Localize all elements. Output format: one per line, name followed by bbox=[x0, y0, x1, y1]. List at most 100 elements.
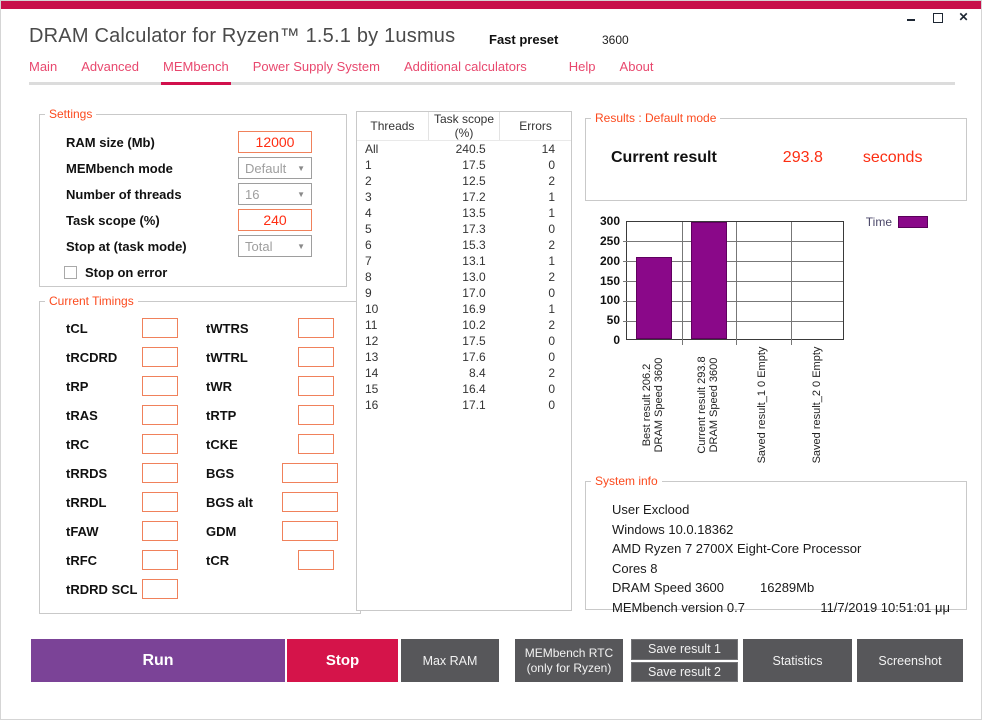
y-tick-label: 0 bbox=[613, 333, 620, 347]
timing-input-twr[interactable] bbox=[298, 376, 334, 396]
screenshot-button[interactable]: Screenshot bbox=[857, 639, 963, 682]
dropdown-value: 16 bbox=[245, 186, 260, 202]
timing-label-tras: tRAS bbox=[66, 407, 98, 423]
gridline-h bbox=[623, 241, 843, 243]
timing-input-tcl[interactable] bbox=[142, 318, 178, 338]
results-group: Results : Default mode Current result 29… bbox=[585, 111, 967, 201]
tab-bar: Main Advanced MEMbench Power Supply System A… bbox=[29, 59, 955, 85]
timing-input-trc[interactable] bbox=[142, 434, 178, 454]
table-cell: 17.3 bbox=[462, 222, 486, 236]
column-header-task-scope[interactable]: Task scope (%) bbox=[428, 112, 501, 141]
gridline-h bbox=[623, 300, 843, 302]
timing-input-gdm[interactable] bbox=[282, 521, 338, 541]
threads-table-header: Threads Task scope (%) Errors bbox=[357, 112, 571, 141]
task-scope-input[interactable] bbox=[238, 209, 312, 231]
field-label: RAM size (Mb) bbox=[66, 134, 155, 150]
table-row[interactable]: 3 17.2 1 bbox=[357, 189, 571, 205]
save-result-1-button[interactable]: Save result 1 bbox=[631, 639, 738, 660]
timing-label-trtp: tRTP bbox=[206, 407, 237, 423]
timing-label-trdrd-scl: tRDRD SCL bbox=[66, 581, 138, 597]
sys-ram-amount: 16289Mb bbox=[760, 580, 815, 595]
membench-rtc-line1: MEMbench RTC bbox=[524, 645, 614, 660]
timing-input-tcke[interactable] bbox=[298, 434, 334, 454]
table-cell: 16.4 bbox=[462, 382, 486, 396]
table-row[interactable]: 5 17.3 0 bbox=[357, 221, 571, 237]
timing-label-trfc: tRFC bbox=[66, 552, 98, 568]
timing-input-twtrl[interactable] bbox=[298, 347, 334, 367]
tab-about[interactable]: About bbox=[619, 59, 654, 74]
y-tick-label: 300 bbox=[599, 214, 620, 228]
table-cell: 2 bbox=[548, 366, 555, 380]
table-row[interactable]: 1 17.5 0 bbox=[357, 157, 571, 173]
tab-main[interactable]: Main bbox=[29, 59, 58, 74]
current-result-value: 293.8 bbox=[782, 149, 823, 166]
tab-membench[interactable]: MEMbench bbox=[161, 59, 231, 85]
table-cell: 5 bbox=[365, 222, 372, 236]
table-cell: 13 bbox=[365, 350, 379, 364]
table-row[interactable]: 13 17.6 0 bbox=[357, 349, 571, 365]
membench-rtc-line2: (only for Ryzen) bbox=[526, 660, 612, 675]
ram-size-mb-input[interactable] bbox=[238, 131, 312, 153]
settings-row-membench-mode: MEMbench mode Default ▼ bbox=[66, 155, 312, 181]
tab-power-supply-system[interactable]: Power Supply System bbox=[252, 59, 380, 74]
table-cell: 12 bbox=[365, 334, 379, 348]
timing-input-bgs[interactable] bbox=[282, 463, 338, 483]
column-header-errors[interactable]: Errors bbox=[499, 112, 571, 141]
timing-input-trtp[interactable] bbox=[298, 405, 334, 425]
table-cell: 1 bbox=[548, 206, 555, 220]
table-cell: 1 bbox=[365, 158, 372, 172]
table-row[interactable]: 10 16.9 1 bbox=[357, 301, 571, 317]
field-label: Number of threads bbox=[66, 186, 182, 202]
table-row[interactable]: All 240.5 14 bbox=[357, 141, 571, 158]
tab-help[interactable]: Help bbox=[568, 59, 596, 74]
table-cell: 0 bbox=[548, 222, 555, 236]
stop-on-error-row: Stop on error bbox=[64, 265, 346, 280]
timing-input-tfaw[interactable] bbox=[142, 521, 178, 541]
timing-input-trrds[interactable] bbox=[142, 463, 178, 483]
timing-label-bgs-alt: BGS alt bbox=[206, 494, 253, 510]
minimize-icon[interactable] bbox=[906, 12, 917, 23]
membench-mode-dropdown[interactable]: Default ▼ bbox=[238, 157, 312, 179]
table-row[interactable]: 15 16.4 0 bbox=[357, 381, 571, 397]
membench-rtc-button[interactable]: MEMbench RTC (only for Ryzen) bbox=[515, 639, 623, 682]
tab-additional-calculators[interactable]: Additional calculators bbox=[403, 59, 527, 74]
timing-input-tras[interactable] bbox=[142, 405, 178, 425]
column-header-threads[interactable]: Threads bbox=[357, 112, 429, 141]
timing-input-trcdrd[interactable] bbox=[142, 347, 178, 367]
timing-input-trp[interactable] bbox=[142, 376, 178, 396]
table-row[interactable]: 16 17.1 0 bbox=[357, 397, 571, 413]
maximize-icon[interactable] bbox=[932, 12, 943, 23]
stop-on-error-checkbox[interactable] bbox=[64, 266, 77, 279]
timing-input-twtrs[interactable] bbox=[298, 318, 334, 338]
table-cell: 13.1 bbox=[462, 254, 486, 268]
table-row[interactable]: 14 8.4 2 bbox=[357, 365, 571, 381]
table-row[interactable]: 11 10.2 2 bbox=[357, 317, 571, 333]
timing-input-trfc[interactable] bbox=[142, 550, 178, 570]
x-category: Saved result_2 0 Empty bbox=[790, 342, 845, 468]
stop-at-task-mode-dropdown[interactable]: Total ▼ bbox=[238, 235, 312, 257]
table-cell: 14 bbox=[365, 366, 379, 380]
table-row[interactable]: 4 13.5 1 bbox=[357, 205, 571, 221]
max-ram-button[interactable]: Max RAM bbox=[401, 639, 499, 682]
table-cell: 8.4 bbox=[468, 366, 486, 380]
table-row[interactable]: 6 15.3 2 bbox=[357, 237, 571, 253]
table-row[interactable]: 9 17.0 0 bbox=[357, 285, 571, 301]
run-button[interactable]: Run bbox=[31, 639, 285, 682]
table-cell: 17.6 bbox=[462, 350, 486, 364]
timing-input-tcr[interactable] bbox=[298, 550, 334, 570]
timing-input-bgs-alt[interactable] bbox=[282, 492, 338, 512]
tab-advanced[interactable]: Advanced bbox=[81, 59, 140, 74]
table-row[interactable]: 2 12.5 2 bbox=[357, 173, 571, 189]
timing-input-trrdl[interactable] bbox=[142, 492, 178, 512]
timing-input-trdrd-scl[interactable] bbox=[142, 579, 178, 599]
close-icon[interactable]: ✕ bbox=[958, 10, 969, 24]
save-result-2-button[interactable]: Save result 2 bbox=[631, 661, 738, 682]
table-cell: 1 bbox=[548, 190, 555, 204]
number-of-threads-dropdown[interactable]: 16 ▼ bbox=[238, 183, 312, 205]
current-result-label: Current result bbox=[611, 149, 717, 166]
table-row[interactable]: 12 17.5 0 bbox=[357, 333, 571, 349]
table-row[interactable]: 7 13.1 1 bbox=[357, 253, 571, 269]
stop-button[interactable]: Stop bbox=[287, 639, 398, 682]
table-row[interactable]: 8 13.0 2 bbox=[357, 269, 571, 285]
statistics-button[interactable]: Statistics bbox=[743, 639, 852, 682]
